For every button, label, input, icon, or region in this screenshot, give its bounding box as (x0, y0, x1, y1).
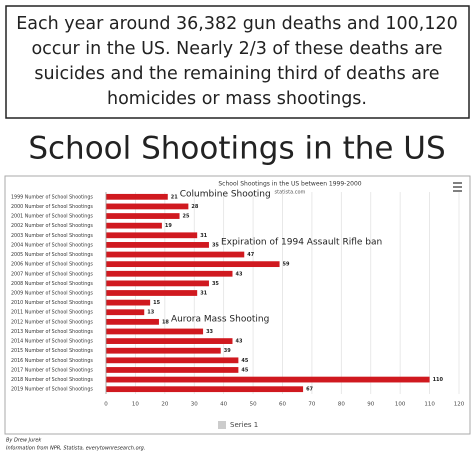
data-label: 19 (165, 223, 172, 229)
bar (106, 318, 159, 325)
y-tick-label: 2001 Number of School Shootings (11, 214, 93, 220)
data-label: 59 (283, 262, 290, 268)
x-tick-label: 80 (338, 402, 345, 408)
y-tick-label: 2006 Number of School Shootings (11, 262, 93, 268)
legend-swatch (218, 421, 226, 429)
bar (106, 222, 162, 229)
bar (106, 347, 221, 354)
y-tick-label: 2004 Number of School Shootings (11, 242, 93, 248)
bar (106, 280, 209, 287)
heading: School Shootings in the US (28, 131, 445, 167)
bar (106, 213, 180, 219)
y-tick-label: 2014 Number of School Shootings (11, 339, 93, 345)
bar (106, 357, 239, 364)
x-tick-label: 40 (220, 402, 227, 408)
intro-line: homicides or mass shootings. (107, 89, 367, 109)
x-tick-label: 90 (367, 402, 374, 408)
data-label: 25 (183, 214, 190, 220)
data-label: 67 (306, 387, 313, 393)
data-label: 35 (212, 242, 219, 248)
bar (106, 193, 168, 200)
bar (106, 386, 304, 393)
data-label: 39 (224, 348, 231, 354)
bar (106, 328, 204, 335)
y-tick-label: 2007 Number of School Shootings (11, 271, 93, 277)
data-label: 28 (191, 204, 198, 210)
legend-label: Series 1 (230, 421, 258, 429)
y-tick-label: 2018 Number of School Shootings (11, 377, 93, 383)
chart-subtitle: statista.com (275, 190, 306, 196)
x-tick-label: 60 (279, 402, 286, 408)
data-label: 35 (212, 281, 219, 287)
y-tick-label: 2013 Number of School Shootings (11, 329, 93, 335)
bar (106, 232, 198, 239)
bar (106, 309, 145, 316)
y-tick-label: 1999 Number of School Shootings (11, 194, 93, 200)
data-label: 43 (235, 271, 242, 277)
x-tick-label: 20 (161, 402, 168, 408)
bar (106, 203, 189, 210)
data-label: 13 (147, 310, 154, 316)
bar (106, 242, 209, 248)
y-tick-label: 2008 Number of School Shootings (11, 281, 93, 287)
bar (106, 261, 280, 268)
credit: Information from NPR, Statista, everytow… (6, 446, 145, 452)
x-tick-label: 100 (395, 402, 406, 408)
data-label: 33 (206, 329, 213, 335)
data-label: 47 (247, 252, 254, 258)
data-label: 43 (235, 339, 242, 345)
data-label: 31 (200, 291, 207, 297)
data-label: 18 (162, 319, 169, 325)
x-tick-label: 30 (191, 402, 198, 408)
intro-line: Each year around 36,382 gun deaths and 1… (16, 14, 458, 34)
y-tick-label: 2011 Number of School Shootings (11, 310, 93, 316)
annotation: Aurora Mass Shooting (171, 314, 269, 324)
x-tick-label: 50 (250, 402, 257, 408)
bar (106, 299, 151, 306)
bar (106, 290, 198, 296)
y-tick-label: 2017 Number of School Shootings (11, 367, 93, 373)
y-tick-label: 2009 Number of School Shootings (11, 291, 93, 297)
data-label: 31 (200, 233, 207, 239)
y-tick-label: 2002 Number of School Shootings (11, 223, 93, 229)
bar (106, 251, 245, 258)
intro-box (5, 5, 470, 119)
y-tick-label: 2003 Number of School Shootings (11, 233, 93, 239)
chart-title: School Shootings in the US between 1999-… (218, 181, 361, 188)
x-tick-label: 110 (424, 402, 435, 408)
y-tick-label: 2010 Number of School Shootings (11, 300, 93, 306)
data-label: 45 (241, 367, 248, 373)
x-tick-label: 0 (104, 402, 108, 408)
annotation: Columbine Shooting (180, 189, 271, 199)
y-tick-label: 2015 Number of School Shootings (11, 348, 93, 354)
intro-line: occur in the US. Nearly 2/3 of these dea… (31, 39, 442, 59)
x-tick-label: 120 (454, 402, 465, 408)
x-tick-label: 10 (132, 402, 139, 408)
y-tick-label: 2016 Number of School Shootings (11, 358, 93, 364)
y-tick-label: 2019 Number of School Shootings (11, 387, 93, 393)
y-tick-label: 2012 Number of School Shootings (11, 319, 93, 325)
intro-line: suicides and the remaining third of deat… (34, 64, 439, 84)
y-tick-label: 2005 Number of School Shootings (11, 252, 93, 258)
data-label: 15 (153, 300, 160, 306)
bar (106, 367, 239, 373)
menu-icon[interactable] (453, 182, 462, 192)
bar (106, 338, 233, 344)
x-tick-label: 70 (308, 402, 315, 408)
annotation: Expiration of 1994 Assault Rifle ban (221, 237, 382, 247)
data-label: 21 (171, 194, 178, 200)
data-label: 110 (433, 377, 444, 383)
data-label: 45 (241, 358, 248, 364)
y-tick-label: 2000 Number of School Shootings (11, 204, 93, 210)
credit: By Drew Jurek (6, 438, 42, 444)
bar (106, 270, 233, 277)
bar (106, 376, 430, 383)
